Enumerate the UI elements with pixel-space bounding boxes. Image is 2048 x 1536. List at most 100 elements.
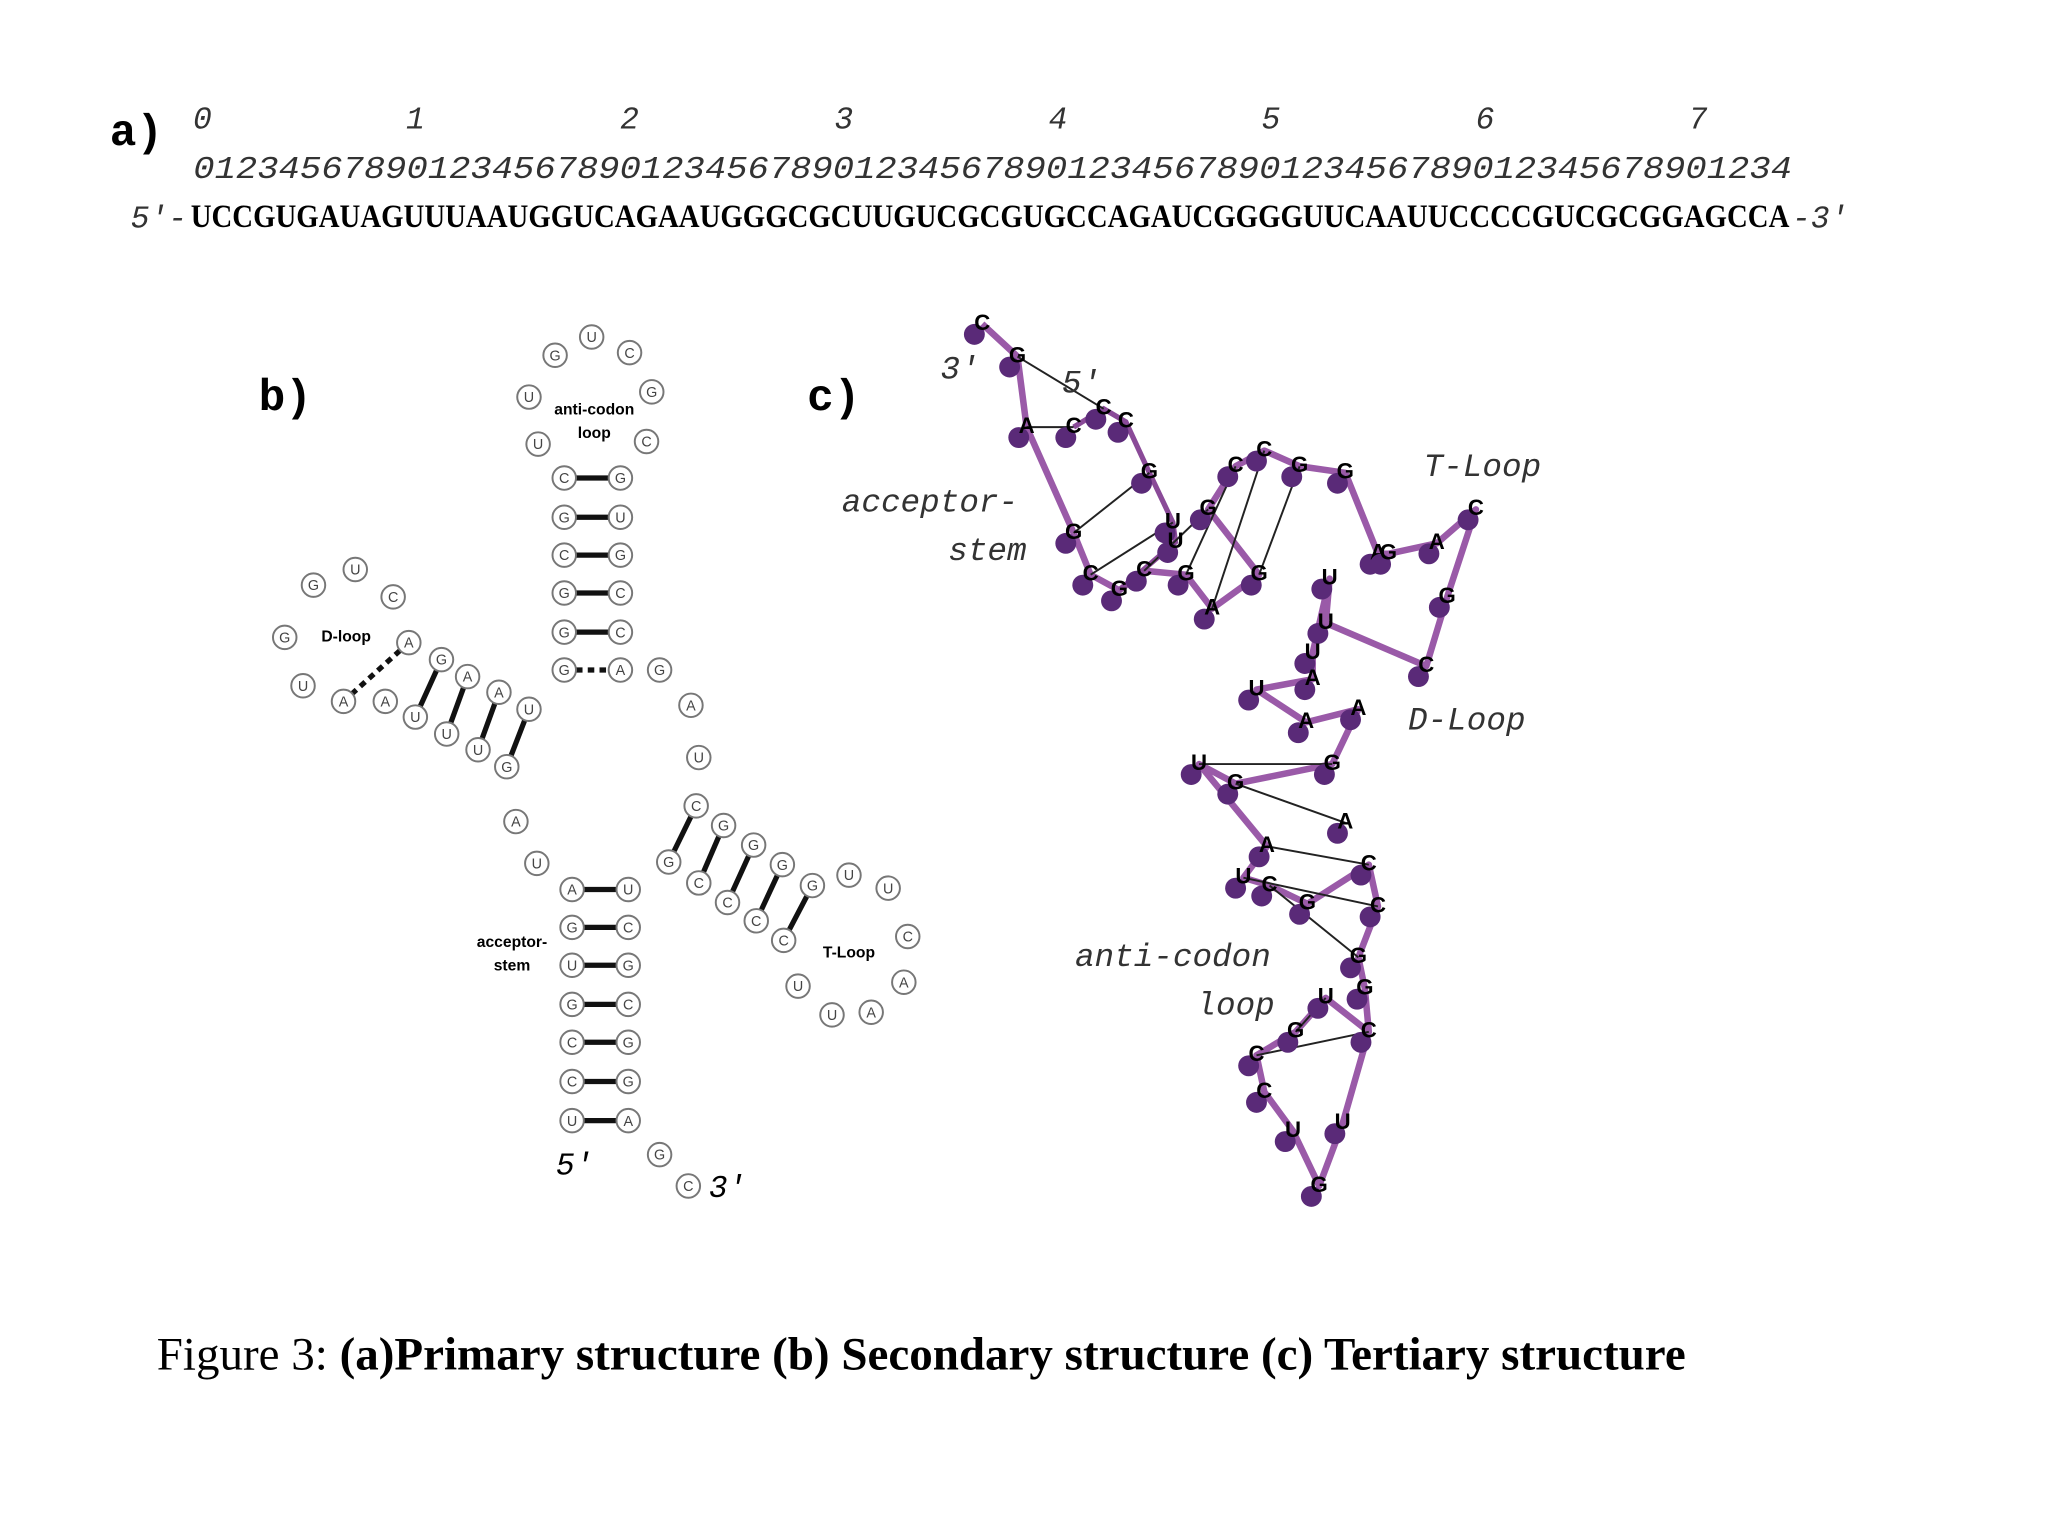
nucleotide-ring <box>559 876 585 903</box>
nucleotide: G <box>550 348 561 364</box>
nucleotide-ball <box>1274 1131 1296 1152</box>
nucleotide: U <box>1167 528 1183 553</box>
nucleotide: C <box>1370 892 1386 917</box>
nucleotide: C <box>1418 652 1434 677</box>
nucleotide: G <box>1291 452 1308 477</box>
nucleotide: G <box>1287 1018 1304 1043</box>
nucleotide-ring <box>858 999 884 1025</box>
nucleotide: A <box>1350 695 1366 720</box>
nucleotide-ring <box>615 1029 641 1056</box>
nucleotide: A <box>567 883 577 899</box>
nucleotide: C <box>559 548 569 564</box>
nucleotide: G <box>1356 975 1373 1000</box>
nucleotide: C <box>567 1075 577 1091</box>
nucleotide: G <box>1141 459 1158 484</box>
nucleotide-ball <box>1359 906 1381 928</box>
nucleotide: G <box>501 760 512 776</box>
region-label: T-Loop <box>823 945 875 962</box>
nucleotide-ball <box>963 323 985 345</box>
nucleotide: A <box>623 1114 633 1130</box>
nucleotide-ring <box>342 556 368 583</box>
nucleotide: A <box>404 636 414 652</box>
nucleotide-ring <box>607 542 634 568</box>
nucleotide: G <box>615 548 626 564</box>
nucleotide-ring <box>551 465 577 491</box>
nucleotide-ring <box>300 572 327 598</box>
nucleotide: C <box>1256 436 1272 461</box>
region-label: T-Loop <box>1424 449 1542 486</box>
index-tens: 3 <box>834 103 853 138</box>
caption-text: (a)Primary structure (b) Secondary struc… <box>340 1328 1686 1380</box>
base-pair <box>1266 845 1369 866</box>
region-label: D-loop <box>321 629 371 646</box>
nucleotide: C <box>694 876 704 892</box>
nucleotide: C <box>974 310 990 335</box>
nucleotide: G <box>566 998 577 1014</box>
nucleotide: U <box>524 702 534 718</box>
nucleotide: U <box>567 1114 577 1130</box>
nucleotide-ring <box>607 657 634 683</box>
nucleotide-ball <box>1294 653 1316 674</box>
nucleotide: C <box>903 930 913 946</box>
nucleotide-ball <box>1311 578 1333 600</box>
nucleotide: G <box>807 879 818 895</box>
secondary-structure: G U C G C U U C G C G G G G U G C C A G U C G U A A A G A A U U U U G A U A G U… <box>272 324 921 1207</box>
nucleotide: U <box>793 979 803 995</box>
nucleotide-ball <box>1238 1055 1260 1077</box>
nucleotide-ball <box>1287 722 1309 744</box>
nucleotide-ball <box>1370 553 1392 575</box>
nucleotide-ring <box>396 629 422 656</box>
nucleotide-ball <box>1238 689 1260 711</box>
nucleotide-ring <box>402 704 429 730</box>
nucleotide-ball <box>1167 574 1189 596</box>
region-label: 3′ <box>709 1172 747 1207</box>
nucleotide: C <box>641 435 651 451</box>
nucleotide-ring <box>372 688 399 715</box>
nucleotide: C <box>1118 408 1134 433</box>
nucleotide: C <box>722 896 732 912</box>
nucleotide: U <box>586 330 596 346</box>
nucleotide-ball <box>1346 988 1368 1010</box>
region-label: stem <box>948 533 1026 570</box>
region-label: loop <box>578 425 611 442</box>
region-label: stem <box>494 958 531 975</box>
five-prime: 5′- <box>131 203 187 238</box>
nucleotide: C <box>624 346 634 362</box>
nucleotide: C <box>567 1035 577 1051</box>
nucleotide: U <box>533 437 543 453</box>
nucleotide: A <box>339 694 349 710</box>
nucleotide: A <box>1337 809 1353 834</box>
nucleotide-ring <box>503 808 529 835</box>
nucleotide: U <box>1248 675 1264 700</box>
nucleotide: G <box>1324 750 1341 775</box>
index-tens: 6 <box>1476 103 1495 138</box>
caption-prefix: Figure 3: <box>157 1328 340 1380</box>
nucleotide-ball <box>1307 623 1329 644</box>
nucleotide-ball <box>1324 1123 1346 1145</box>
nucleotide: G <box>654 663 665 679</box>
nucleotide: C <box>559 471 569 487</box>
nucleotide-ball <box>1246 1091 1267 1113</box>
nucleotide-ball <box>1055 532 1077 554</box>
nucleotide-ball <box>1281 466 1303 488</box>
nucleotide: A <box>1019 413 1035 438</box>
nucleotide-ball <box>1131 472 1152 494</box>
nucleotide: G <box>623 1075 634 1091</box>
nucleotide-ring <box>607 504 634 530</box>
base-pair <box>1211 450 1266 609</box>
nucleotide-ring <box>615 876 641 903</box>
nucleotide-ring <box>428 646 455 673</box>
nucleotide-ball <box>1008 427 1030 448</box>
nucleotide: U <box>1165 508 1181 533</box>
nucleotide-ring <box>380 584 406 610</box>
region-label: 5′ <box>1062 366 1101 403</box>
index-tens: 4 <box>1049 103 1068 138</box>
nucleotide: G <box>559 586 570 602</box>
region-label: 5′ <box>556 1150 594 1185</box>
nucleotide-ball <box>1189 509 1211 531</box>
nucleotide-ring <box>290 672 316 699</box>
nucleotide-ring <box>559 952 585 978</box>
nucleotide: G <box>777 858 788 874</box>
nucleotide-ring <box>516 696 542 722</box>
